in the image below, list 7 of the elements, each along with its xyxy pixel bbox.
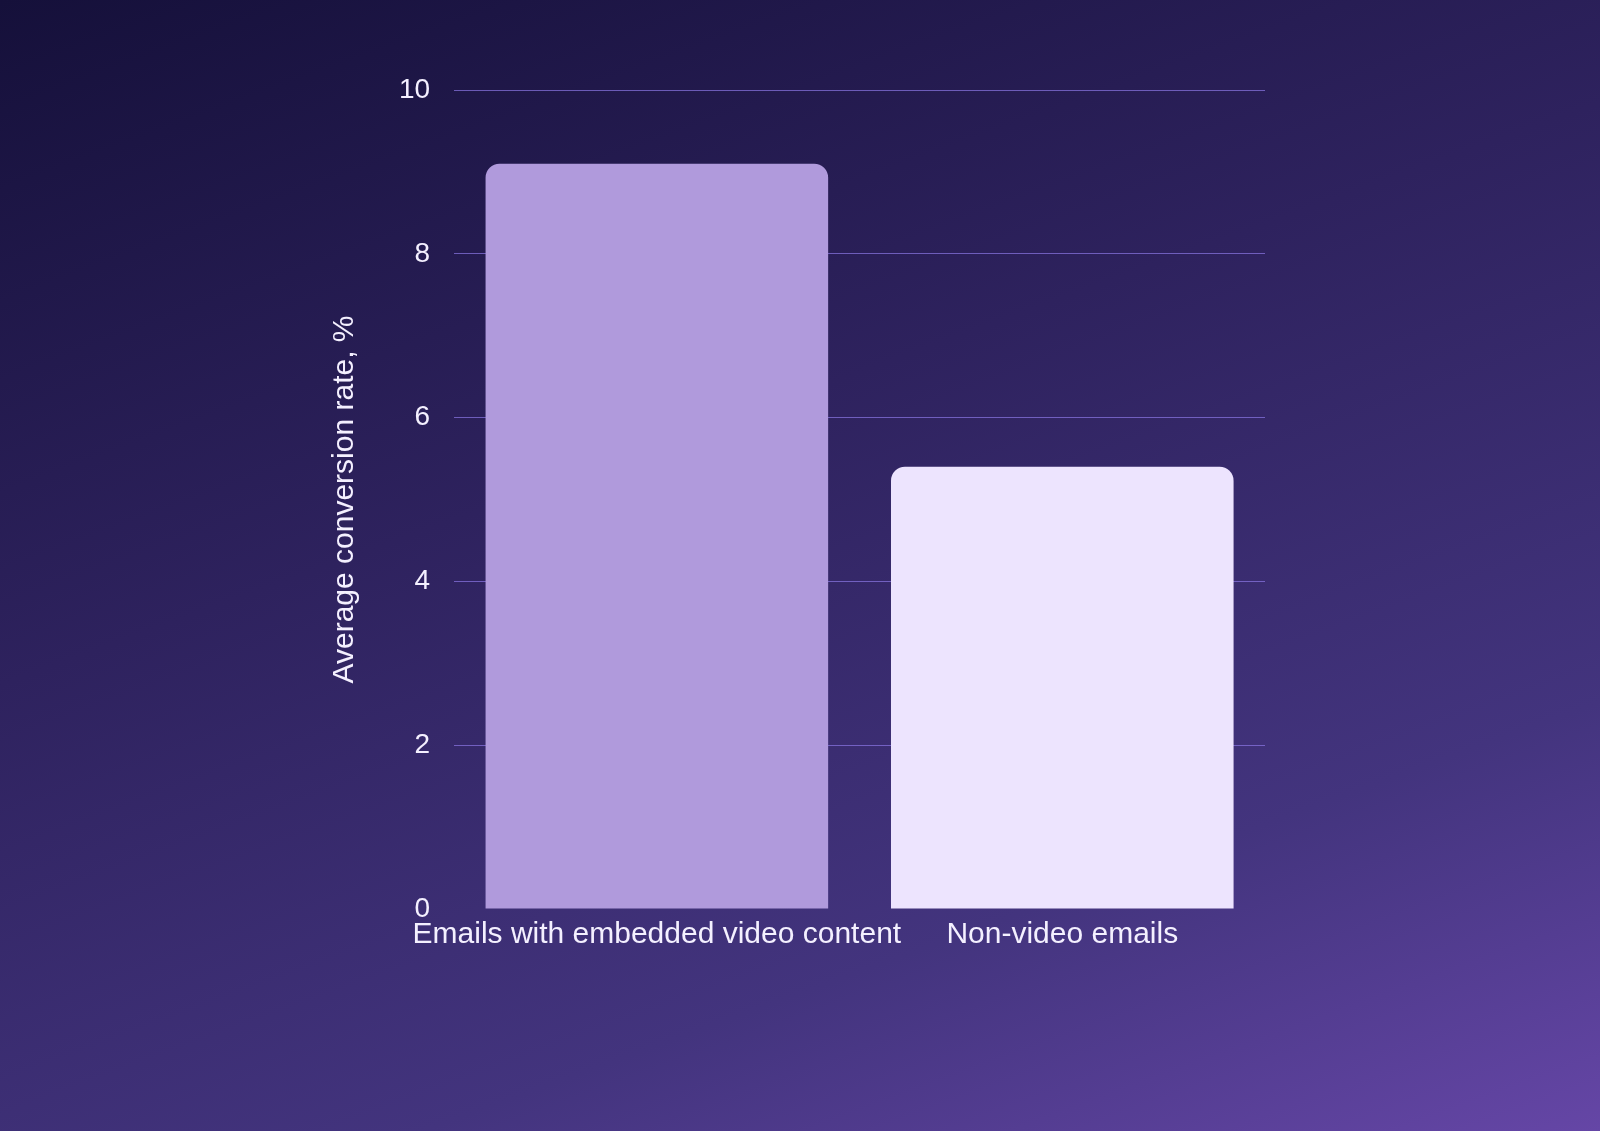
- y-tick-label: 10: [398, 72, 431, 104]
- y-tick-label: 4: [414, 564, 431, 596]
- y-tick-label: 8: [414, 236, 431, 268]
- x-tick-label: Non-video emails: [946, 916, 1179, 950]
- y-tick-label: 2: [414, 727, 431, 759]
- y-axis-title: Average conversion rate, %: [326, 315, 360, 684]
- y-tick-label: 6: [414, 400, 431, 432]
